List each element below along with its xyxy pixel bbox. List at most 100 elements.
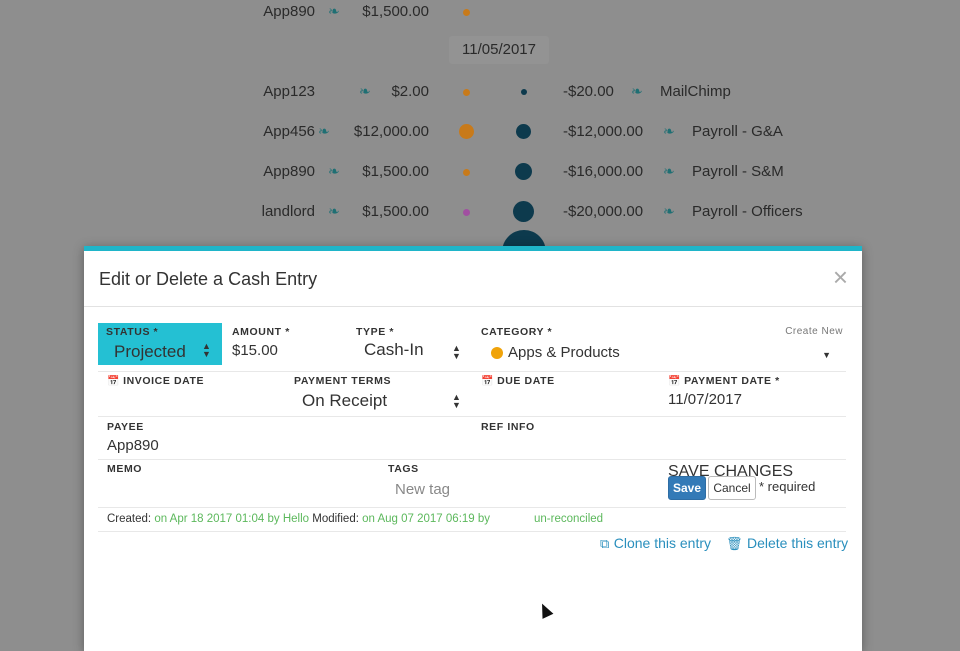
outflow-name: Payroll - Officers bbox=[692, 203, 803, 220]
select-arrows-icon: ▲ ▼ bbox=[202, 341, 211, 359]
ref-info-field[interactable]: REF INFO bbox=[481, 421, 535, 433]
cancel-button[interactable]: Cancel bbox=[708, 476, 756, 500]
clone-entry-link[interactable]: ⧉ Clone this entry bbox=[600, 535, 711, 553]
ref-info-label: REF INFO bbox=[481, 421, 535, 433]
amount-input[interactable]: $15.00 bbox=[232, 342, 278, 359]
modal-title: Edit or Delete a Cash Entry bbox=[99, 269, 318, 289]
inflow-dot bbox=[459, 124, 474, 139]
select-arrows-icon: ▲ ▼ bbox=[452, 392, 461, 410]
leaf-icon: ❧ bbox=[328, 203, 340, 219]
tags-input[interactable]: New tag bbox=[395, 481, 451, 498]
type-label: TYPE * bbox=[356, 326, 395, 338]
save-button[interactable]: Save bbox=[668, 476, 706, 500]
outflow-amount: -$16,000.00 bbox=[563, 163, 644, 180]
payee-label: PAYEE bbox=[107, 421, 144, 433]
date-label: 11/05/2017 bbox=[449, 36, 549, 64]
amount: $2.00 bbox=[391, 83, 429, 100]
leaf-icon: ❧ bbox=[631, 83, 643, 99]
leaf-icon: ❧ bbox=[663, 163, 675, 179]
outflow-dot bbox=[516, 124, 531, 139]
clone-icon: ⧉ bbox=[600, 536, 610, 551]
payee-name: App123 bbox=[263, 83, 315, 100]
close-icon[interactable]: × bbox=[832, 262, 848, 292]
payee-name: App456 bbox=[263, 123, 315, 140]
outflow-amount: -$12,000.00 bbox=[563, 123, 644, 140]
modal-header: Edit or Delete a Cash Entry × bbox=[84, 251, 862, 307]
invoice-date-label: INVOICE DATE bbox=[123, 375, 205, 387]
inflow-dot bbox=[463, 169, 470, 176]
payee-name: landlord bbox=[261, 203, 315, 220]
amount-label: AMOUNT * bbox=[232, 326, 290, 338]
inflow-dot bbox=[463, 209, 470, 216]
amount: $1,500.00 bbox=[362, 163, 429, 180]
amount: $1,500.00 bbox=[362, 203, 429, 220]
payee-name: App890 bbox=[263, 163, 315, 180]
invoice-date-field[interactable]: 📅 INVOICE DATE bbox=[107, 375, 204, 387]
amount: $1,500.00 bbox=[362, 3, 429, 20]
dropdown-caret-icon: ▼ bbox=[822, 350, 831, 360]
inflow-dot bbox=[463, 89, 470, 96]
payment-terms-select[interactable]: PAYMENT TERMS On Receipt ▲ ▼ bbox=[294, 375, 466, 415]
leaf-icon: ❧ bbox=[328, 163, 340, 179]
payment-date-field[interactable]: 📅 PAYMENT DATE * 11/07/2017 bbox=[668, 375, 780, 408]
outflow-amount: -$20.00 bbox=[563, 83, 614, 100]
required-note: * required bbox=[759, 479, 816, 494]
modified-label: Modified: bbox=[312, 513, 359, 525]
calendar-icon: 📅 bbox=[107, 376, 121, 387]
payee-field[interactable]: PAYEE App890 bbox=[107, 421, 159, 454]
delete-entry-link[interactable]: 🗑 Delete this entry bbox=[726, 535, 848, 553]
timeline-row: App890 ❧ $1,500.00 bbox=[0, 1, 960, 23]
clone-entry-label: Clone this entry bbox=[613, 535, 712, 551]
payment-date-input[interactable]: 11/07/2017 bbox=[668, 391, 742, 408]
due-date-field[interactable]: 📅 DUE DATE bbox=[481, 375, 555, 387]
payment-date-label: PAYMENT DATE * bbox=[684, 375, 780, 387]
trash-icon: 🗑 bbox=[726, 536, 743, 551]
leaf-icon: ❧ bbox=[663, 203, 675, 219]
edit-cash-entry-modal: Edit or Delete a Cash Entry × STATUS * P… bbox=[84, 246, 862, 651]
outflow-dot bbox=[521, 89, 527, 95]
create-new-link[interactable]: Create New bbox=[785, 326, 843, 337]
outflow-dot bbox=[515, 163, 532, 180]
inflow-dot bbox=[463, 9, 470, 16]
category-select[interactable]: CATEGORY * Create New Apps & Products ▼ bbox=[481, 326, 847, 366]
calendar-icon: 📅 bbox=[481, 376, 495, 387]
tags-field[interactable]: TAGS New tag bbox=[388, 463, 588, 498]
category-value: Apps & Products bbox=[508, 344, 620, 361]
memo-field[interactable]: MEMO bbox=[107, 463, 142, 475]
timeline-row: App456 ❧ $12,000.00 -$12,000.00 ❧ Payrol… bbox=[0, 121, 960, 143]
outflow-dot bbox=[513, 201, 534, 222]
outflow-name: Payroll - S&M bbox=[692, 163, 784, 180]
tags-label: TAGS bbox=[388, 463, 419, 475]
status-label: STATUS * bbox=[106, 326, 159, 338]
calendar-icon: 📅 bbox=[668, 376, 682, 387]
memo-label: MEMO bbox=[107, 463, 143, 475]
type-select[interactable]: TYPE * Cash-In ▲ ▼ bbox=[356, 326, 466, 366]
leaf-icon: ❧ bbox=[328, 3, 340, 19]
type-value: Cash-In bbox=[364, 340, 424, 359]
outflow-name: MailChimp bbox=[660, 83, 731, 100]
payment-terms-label: PAYMENT TERMS bbox=[294, 375, 392, 387]
outflow-amount: -$20,000.00 bbox=[563, 203, 644, 220]
leaf-icon: ❧ bbox=[318, 123, 330, 139]
timeline-row: App890 ❧ $1,500.00 -$16,000.00 ❧ Payroll… bbox=[0, 161, 960, 183]
status-select[interactable]: STATUS * Projected ▲ ▼ bbox=[98, 323, 222, 365]
leaf-icon: ❧ bbox=[663, 123, 675, 139]
reconcile-status: un-reconciled bbox=[534, 513, 604, 525]
timeline-row: landlord ❧ $1,500.00 -$20,000.00 ❧ Payro… bbox=[0, 201, 960, 223]
payment-terms-value: On Receipt bbox=[302, 391, 388, 410]
outflow-name: Payroll - G&A bbox=[692, 123, 783, 140]
created-label: Created: bbox=[107, 513, 152, 525]
payee-name: App890 bbox=[263, 3, 315, 20]
amount-field[interactable]: AMOUNT * $15.00 bbox=[232, 326, 290, 359]
payee-input[interactable]: App890 bbox=[107, 437, 159, 454]
save-changes-label: SAVE CHANGES bbox=[668, 463, 794, 480]
leaf-icon: ❧ bbox=[359, 83, 371, 99]
created-value: on Apr 18 2017 01:04 by Hello bbox=[154, 513, 310, 525]
select-arrows-icon: ▲ ▼ bbox=[452, 343, 461, 361]
category-color-dot bbox=[491, 347, 503, 359]
modified-value: on Aug 07 2017 06:19 by bbox=[362, 513, 491, 525]
timeline-row: App123 ❧ $2.00 -$20.00 ❧ MailChimp bbox=[0, 81, 960, 103]
audit-info: Created: on Apr 18 2017 01:04 by Hello M… bbox=[107, 513, 490, 525]
category-label: CATEGORY * bbox=[481, 326, 553, 338]
delete-entry-label: Delete this entry bbox=[746, 535, 849, 551]
